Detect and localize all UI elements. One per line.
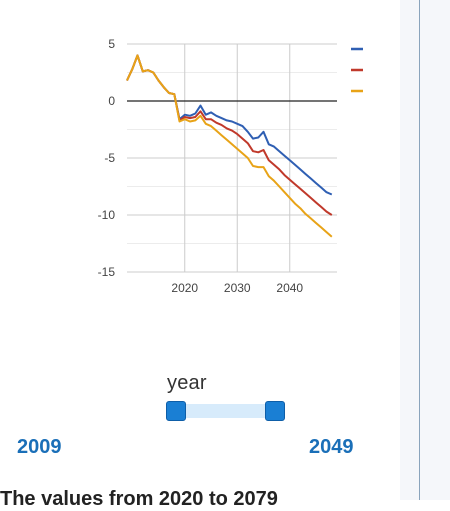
slider-selected-range[interactable] [178, 404, 274, 418]
series-line [126, 54, 333, 196]
slider-label: year [167, 372, 207, 394]
line-chart: 5 0 -5 -10 -15 2020 2030 2040 [98, 37, 363, 295]
series-line [126, 54, 333, 238]
x-tick-label: 2040 [276, 281, 303, 295]
y-tick-label: 5 [108, 37, 115, 51]
chart-grid [127, 43, 337, 273]
y-tick-label: -5 [104, 151, 115, 165]
chart-legend [351, 47, 363, 93]
y-tick-label: -15 [98, 265, 116, 279]
slider-min-handle[interactable] [166, 401, 186, 421]
y-tick-label: -10 [98, 208, 116, 222]
slider-max-handle[interactable] [265, 401, 285, 421]
x-tick-label: 2020 [171, 281, 198, 295]
y-tick-label: 0 [108, 94, 115, 108]
side-panel [400, 0, 450, 500]
tick-labels: 5 0 -5 -10 -15 2020 2030 2040 [98, 37, 304, 295]
range-min-label: 2009 [17, 436, 62, 458]
x-tick-label: 2030 [224, 281, 251, 295]
range-max-label: 2049 [309, 436, 354, 458]
chart-series [126, 54, 333, 238]
side-panel-divider [419, 0, 420, 500]
